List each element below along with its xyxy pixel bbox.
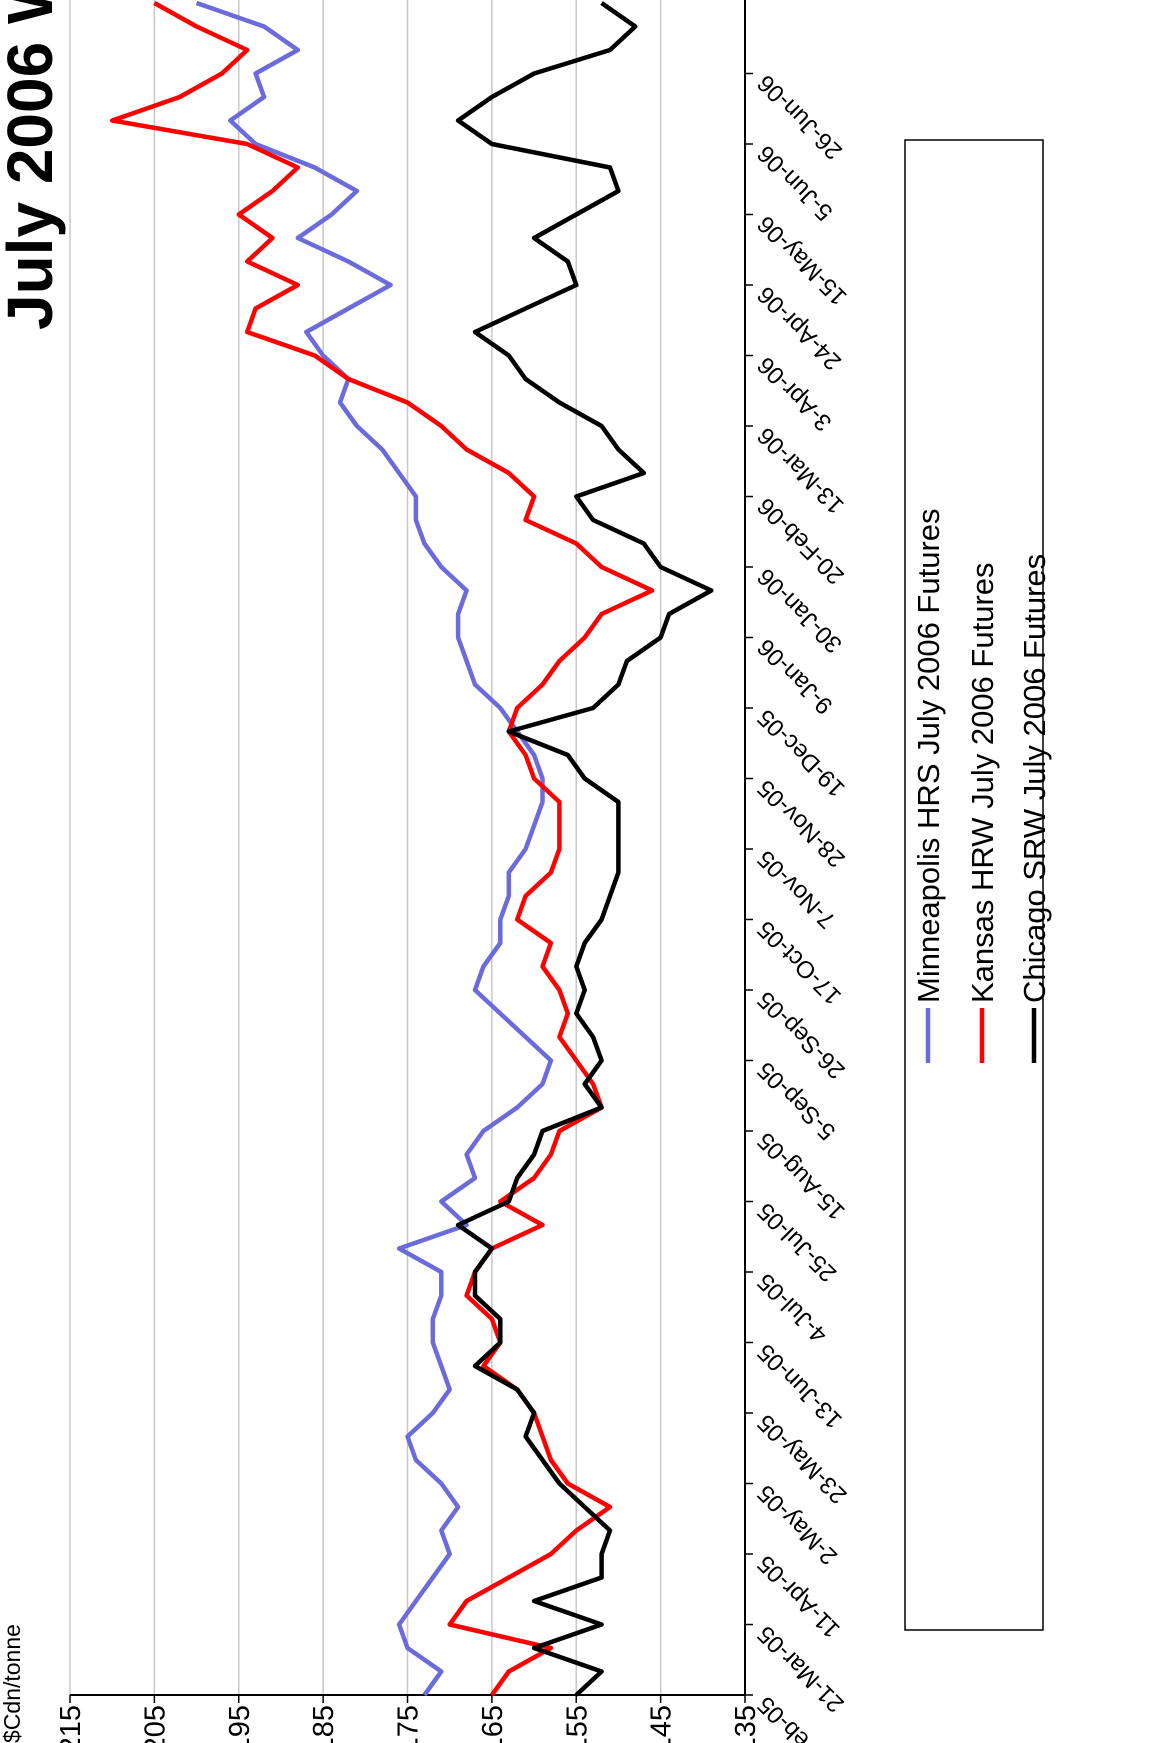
legend-label: Minneapolis HRS July 2006 Futures	[911, 508, 946, 1003]
legend-label: Kansas HRW July 2006 Futures	[965, 562, 1000, 1003]
y-tick-label: 165	[477, 1705, 509, 1743]
series-line	[109, 1, 655, 1697]
series-line	[195, 0, 554, 1697]
y-tick-label: 215	[55, 1705, 87, 1743]
y-tick-label: 185	[308, 1705, 340, 1743]
series-line	[455, 1, 714, 1697]
legend-label: Chicago SRW July 2006 Futures	[1017, 554, 1052, 1003]
y-tick-label: 135	[730, 1705, 762, 1743]
legend-box	[904, 139, 1044, 1631]
y-axis-label: $Cdn/tonne	[0, 1624, 25, 1743]
y-tick-label: 175	[393, 1705, 425, 1743]
chart-title: July 2006 Wheat Futures	[0, 0, 66, 330]
y-tick-label: 195	[224, 1705, 256, 1743]
y-tick-label: 145	[646, 1705, 678, 1743]
y-tick-label: 205	[139, 1705, 171, 1743]
y-tick-label: 155	[561, 1705, 593, 1743]
